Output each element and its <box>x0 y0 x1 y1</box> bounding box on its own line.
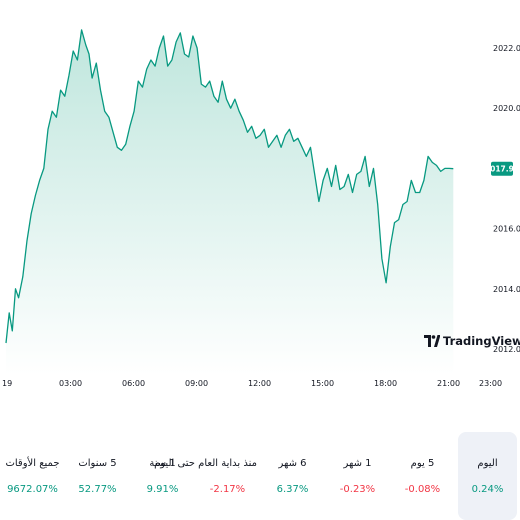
x-tick-label: 18:00 <box>374 379 397 388</box>
period-1[interactable]: 5 يوم 0.08%- <box>393 432 452 520</box>
period-label: منذ بداية العام حتى اليوم <box>154 458 257 469</box>
tradingview-logo-icon <box>424 335 440 347</box>
x-tick-label: 03:00 <box>59 379 82 388</box>
price-area-fill <box>6 29 454 376</box>
period-change-value: 0.23%- <box>339 484 376 495</box>
y-tick-label: 2014.00 <box>493 285 520 294</box>
last-price-label: 2017.99 <box>485 164 519 173</box>
period-change-value: 52.77% <box>78 484 117 495</box>
x-tick-label: 12:00 <box>248 379 271 388</box>
y-tick-label: 2020.00 <box>493 104 520 113</box>
x-tick-label: 06:00 <box>122 379 145 388</box>
period-4[interactable]: منذ بداية العام حتى اليوم 2.17%- <box>154 432 257 520</box>
x-axis: 19 03:00 06:00 09:00 12:00 15:00 18:00 21:00 23:… <box>2 379 502 388</box>
period-label: جميع الأوقات <box>5 458 60 469</box>
period-7[interactable]: جميع الأوقات 9672.07% <box>3 432 62 520</box>
price-line <box>5 29 454 344</box>
x-tick-label: 09:00 <box>185 379 208 388</box>
x-tick-label: 23:00 <box>479 379 502 388</box>
y-tick-label: 2012.00 <box>493 345 520 354</box>
period-2[interactable]: 1 شهر 0.23%- <box>328 432 387 520</box>
period-change-value: 9672.07% <box>7 484 58 495</box>
last-price-badge: 2017.99 <box>485 161 519 176</box>
period-change-value: 0.08%- <box>404 484 441 495</box>
y-tick-label: 2016.00 <box>493 225 520 234</box>
period-label: 5 سنوات <box>78 458 117 469</box>
period-label: اليوم <box>477 458 498 469</box>
last-price-badge-bg <box>491 161 513 176</box>
period-label: 5 يوم <box>410 458 435 469</box>
period-3[interactable]: 6 شهر 6.37% <box>263 432 322 520</box>
period-5[interactable]: 1 سنة 9.91% <box>133 432 192 520</box>
performance-periods: اليوم 0.24% 5 يوم 0.08%- 1 شهر 0.23%- 6 شهر 6.3… <box>0 432 520 520</box>
tradingview-watermark: TradingView <box>424 334 520 348</box>
period-label: 1 شهر <box>343 458 372 469</box>
y-axis: 2022.00 2020.00 2016.00 2014.00 2012.00 <box>493 44 520 354</box>
period-0[interactable]: اليوم 0.24% <box>458 432 517 520</box>
x-tick-label: 19 <box>2 379 12 388</box>
price-chart[interactable]: 2022.00 2020.00 2016.00 2014.00 2012.00 19 03… <box>0 0 520 400</box>
x-tick-label: 21:00 <box>437 379 460 388</box>
period-6[interactable]: 5 سنوات 52.77% <box>68 432 127 520</box>
y-tick-label: 2022.00 <box>493 44 520 53</box>
period-label: 6 شهر <box>278 458 307 469</box>
period-label: 1 سنة <box>149 458 176 469</box>
x-tick-label: 15:00 <box>311 379 334 388</box>
period-change-value: 0.24% <box>471 484 504 495</box>
period-change-value: 2.17%- <box>209 484 246 495</box>
watermark-text: TradingView <box>443 334 520 348</box>
period-change-value: 9.91% <box>146 484 179 495</box>
period-change-value: 6.37% <box>276 484 309 495</box>
